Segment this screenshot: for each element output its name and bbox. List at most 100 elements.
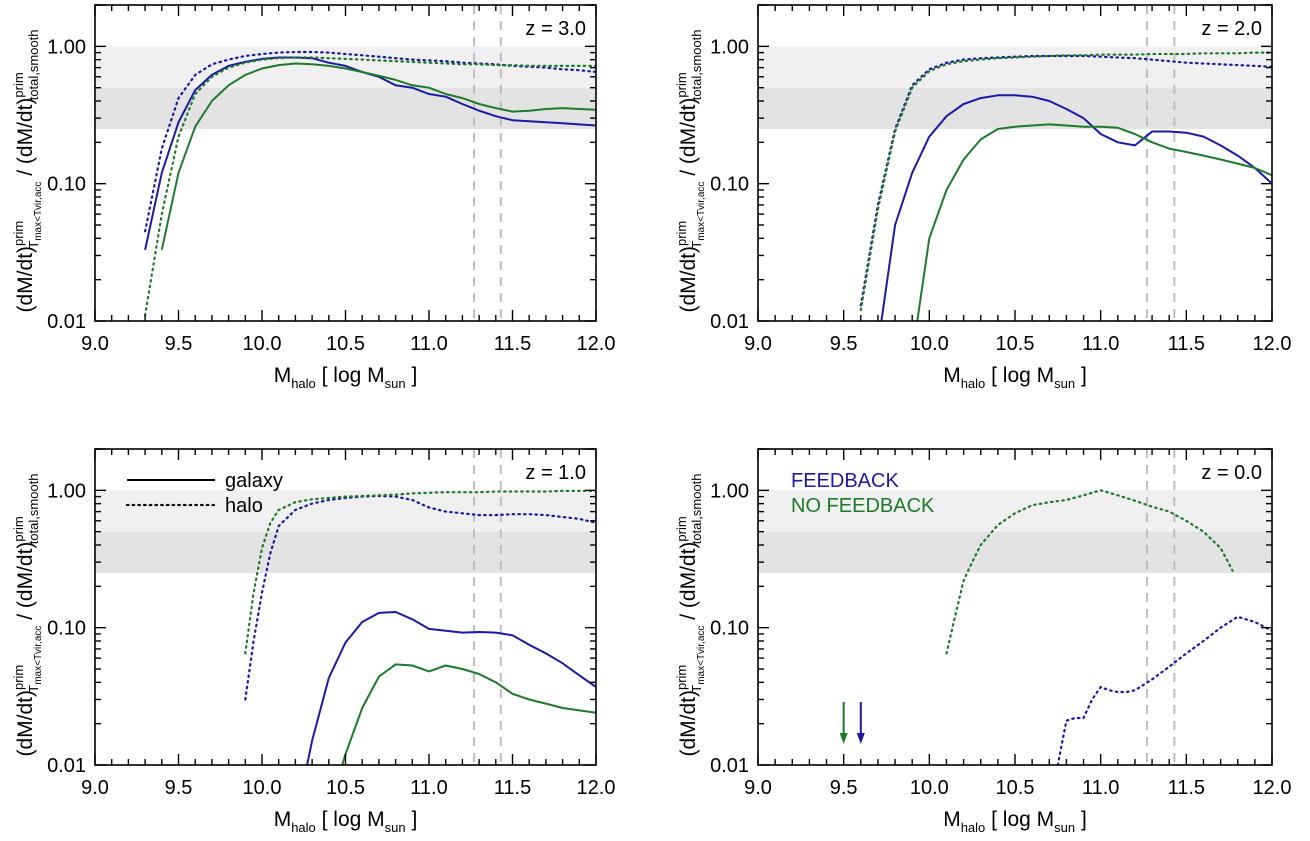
y-axis-label-part: prim bbox=[674, 665, 689, 690]
y-tick-label: 1.00 bbox=[47, 480, 86, 502]
legend-linestyle: galaxy halo bbox=[125, 470, 283, 517]
x-tick-label: 9.5 bbox=[165, 777, 193, 799]
legend-halo-label: halo bbox=[225, 495, 263, 517]
panel-title: z = 2.0 bbox=[1201, 18, 1262, 40]
band-lower bbox=[758, 531, 1272, 574]
x-tick-label: 11.0 bbox=[1082, 333, 1119, 355]
y-tick-label: 0.01 bbox=[47, 311, 86, 333]
y-axis-label: (dM/dt)primTmax<Tvir,acc / (dM/dt)primto… bbox=[11, 29, 44, 312]
x-axis-label-part: sun bbox=[1054, 820, 1075, 835]
series-no_feedback-solid bbox=[916, 123, 1272, 321]
band-lower bbox=[95, 531, 596, 574]
y-axis-label-part: / (dM/dt) bbox=[14, 98, 37, 182]
y-axis-label-part: / (dM/dt) bbox=[677, 98, 700, 182]
y-axis-label-part: T bbox=[689, 685, 704, 693]
panel-z3: 9.0 9.5 10.0 10.5 11.0 11.5 12.0 0.01 0.10 1.00 Mh… bbox=[11, 4, 616, 391]
panel-title: z = 3.0 bbox=[525, 18, 586, 40]
legend-model: FEEDBACK NO FEEDBACK bbox=[791, 470, 935, 517]
legend-no-feedback-label: NO FEEDBACK bbox=[791, 495, 935, 517]
series-feedback-dotted bbox=[244, 494, 596, 701]
x-axis-label-part: [ log M bbox=[985, 364, 1054, 387]
x-axis-label-part: M bbox=[943, 364, 961, 387]
series-feedback-dotted bbox=[859, 54, 1272, 307]
x-axis-label-part: ] bbox=[406, 808, 418, 831]
y-axis-label: (dM/dt)primTmax<Tvir,acc / (dM/dt)primto… bbox=[674, 473, 707, 756]
y-axis-label-part: total,smooth bbox=[689, 29, 704, 100]
band-upper bbox=[758, 46, 1272, 88]
x-tick-label: 10.0 bbox=[910, 333, 949, 355]
y-axis-label-part: prim bbox=[674, 516, 689, 541]
x-tick-label: 9.5 bbox=[830, 777, 858, 799]
x-axis-label-part: ] bbox=[1075, 364, 1087, 387]
x-axis-label-part: [ log M bbox=[316, 364, 385, 387]
y-axis-label-part: max<Tvir,acc bbox=[33, 626, 44, 685]
y-tick-label: 1.00 bbox=[710, 36, 749, 58]
x-tick-label: 9.0 bbox=[744, 777, 772, 799]
panel-z2: 9.0 9.5 10.0 10.5 11.0 11.5 12.0 0.01 0.10 1.00 Mh… bbox=[674, 4, 1292, 391]
x-axis-label-part: ] bbox=[1075, 808, 1087, 831]
x-tick-label: 11.0 bbox=[410, 333, 447, 355]
x-tick-label: 11.0 bbox=[410, 777, 447, 799]
x-tick-label: 9.0 bbox=[744, 333, 772, 355]
y-axis-label-part: prim bbox=[11, 72, 26, 97]
x-axis-label-part: M bbox=[274, 808, 292, 831]
series-no_feedback-solid bbox=[160, 62, 596, 251]
y-axis-label-part: T bbox=[26, 241, 41, 249]
x-tick-label: 10.5 bbox=[326, 333, 365, 355]
x-axis-label-part: [ log M bbox=[316, 808, 385, 831]
y-axis-label-part: total,smooth bbox=[26, 473, 41, 544]
band-lower bbox=[95, 87, 596, 130]
x-axis-label-part: M bbox=[274, 364, 292, 387]
x-tick-label: 10.0 bbox=[243, 777, 282, 799]
band-lower bbox=[758, 87, 1272, 130]
x-tick-label: 11.0 bbox=[1082, 777, 1119, 799]
x-tick-label: 11.5 bbox=[1168, 777, 1205, 799]
y-axis-label-part: prim bbox=[11, 221, 26, 246]
band-upper bbox=[758, 490, 1272, 532]
x-tick-label: 9.0 bbox=[81, 333, 109, 355]
x-axis-label-part: halo bbox=[961, 376, 986, 391]
y-axis-label-part: prim bbox=[11, 665, 26, 690]
y-axis-label-part: total,smooth bbox=[26, 29, 41, 100]
x-tick-label: 10.5 bbox=[326, 777, 365, 799]
series-feedback-dotted bbox=[1056, 615, 1272, 765]
x-tick-label: 12.0 bbox=[1253, 333, 1292, 355]
x-axis-label-part: halo bbox=[291, 376, 316, 391]
x-tick-label: 9.0 bbox=[81, 777, 109, 799]
y-axis-label-part: (dM/dt) bbox=[14, 246, 37, 313]
series-no_feedback-dotted bbox=[945, 489, 1234, 655]
x-tick-label: 12.0 bbox=[577, 333, 616, 355]
y-axis-label-part: T bbox=[26, 685, 41, 693]
x-axis-label: Mhalo [ log Msun ] bbox=[943, 808, 1087, 835]
panel-z1: 9.0 9.5 10.0 10.5 11.0 11.5 12.0 0.01 0.10 1.00 Mh… bbox=[11, 448, 615, 835]
y-axis-label: (dM/dt)primTmax<Tvir,acc / (dM/dt)primto… bbox=[674, 29, 707, 312]
y-axis-label-part: T bbox=[689, 241, 704, 249]
y-axis-label-part: (dM/dt) bbox=[677, 246, 700, 313]
x-tick-label: 10.0 bbox=[910, 777, 949, 799]
x-axis-label: Mhalo [ log Msun ] bbox=[274, 808, 418, 835]
panel-title: z = 1.0 bbox=[525, 462, 586, 484]
x-axis-label: Mhalo [ log Msun ] bbox=[943, 364, 1087, 391]
x-axis-label-part: sun bbox=[385, 820, 406, 835]
y-axis-label: (dM/dt)primTmax<Tvir,acc / (dM/dt)primto… bbox=[11, 473, 44, 756]
x-axis-label-part: ] bbox=[406, 364, 418, 387]
y-tick-label: 0.10 bbox=[710, 618, 749, 640]
y-axis-label-part: (dM/dt) bbox=[677, 690, 700, 757]
y-axis-label-part: / (dM/dt) bbox=[14, 542, 37, 626]
y-axis-label-part: max<Tvir,acc bbox=[696, 626, 707, 685]
y-tick-label: 1.00 bbox=[710, 480, 749, 502]
y-axis-label-part: total,smooth bbox=[689, 473, 704, 544]
y-axis-label-part: max<Tvir,acc bbox=[33, 182, 44, 241]
y-axis-label-part: (dM/dt) bbox=[14, 690, 37, 757]
x-tick-label: 11.5 bbox=[1168, 333, 1205, 355]
y-tick-label: 1.00 bbox=[47, 36, 86, 58]
x-tick-label: 10.5 bbox=[996, 333, 1035, 355]
x-tick-label: 11.5 bbox=[494, 777, 531, 799]
y-axis-label-part: prim bbox=[674, 221, 689, 246]
arrow-no_feedback bbox=[839, 702, 848, 744]
series-feedback-solid bbox=[306, 611, 596, 765]
legend-feedback-label: FEEDBACK bbox=[791, 470, 899, 492]
x-axis-label-part: M bbox=[943, 808, 961, 831]
x-tick-label: 10.0 bbox=[243, 333, 282, 355]
